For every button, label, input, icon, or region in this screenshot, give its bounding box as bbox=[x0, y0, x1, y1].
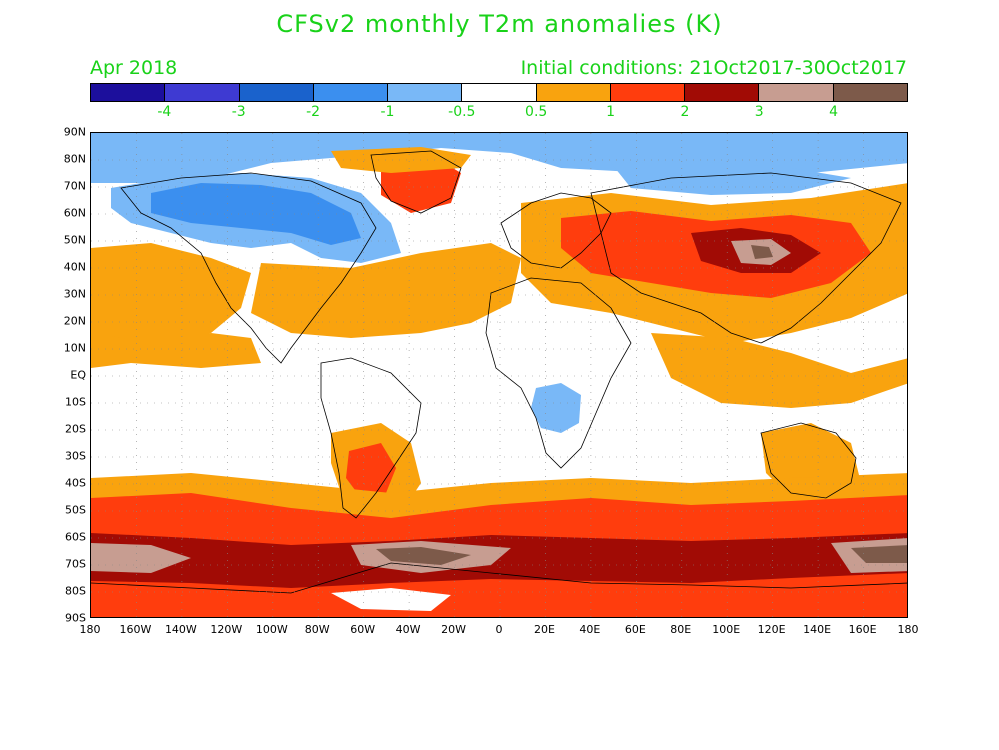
latitude-label: 10N bbox=[63, 341, 86, 355]
latitude-label: 50S bbox=[65, 503, 86, 517]
longitude-label: 100E bbox=[712, 623, 741, 636]
north-america-outline bbox=[120, 172, 377, 364]
latitude-label: 20N bbox=[63, 314, 86, 328]
latitude-label: 70N bbox=[63, 179, 86, 193]
colorbar-label: 3 bbox=[754, 104, 764, 120]
latitude-label: 80S bbox=[65, 584, 86, 598]
latitude-label: 60N bbox=[63, 206, 86, 220]
latitude-label: 30N bbox=[63, 287, 86, 301]
canada-cool-region bbox=[151, 183, 361, 245]
latitude-label: 80N bbox=[63, 152, 86, 166]
longitude-label: 180 bbox=[897, 623, 919, 636]
south-america-strong-warm bbox=[346, 443, 396, 498]
colorbar bbox=[90, 83, 908, 102]
colorbar-label: 1 bbox=[606, 104, 615, 120]
longitude-label: 160W bbox=[119, 623, 152, 636]
colorbar-swatch bbox=[685, 84, 760, 101]
initial-conditions-label: Initial conditions: 21Oct2017-30Oct2017 bbox=[520, 57, 907, 79]
colorbar-label: 4 bbox=[829, 104, 839, 120]
longitude-label: 60E bbox=[624, 623, 646, 636]
colorbar-label: -1 bbox=[380, 104, 395, 120]
longitude-label: 20E bbox=[533, 623, 555, 636]
antarctic-interior-neutral bbox=[331, 588, 451, 611]
coastlines bbox=[91, 150, 907, 594]
antarctic-peak-warm-east bbox=[851, 545, 907, 563]
africa-outline bbox=[485, 277, 632, 469]
latitude-label: 20S bbox=[65, 422, 86, 436]
longitude-label: 160E bbox=[848, 623, 877, 636]
latitude-label: 50N bbox=[63, 233, 86, 247]
colorbar-swatch bbox=[610, 84, 686, 101]
colorbar-swatch bbox=[91, 84, 166, 101]
latitude-label: 90N bbox=[63, 125, 86, 139]
australia-outline bbox=[760, 422, 857, 499]
colorbar-label: -2 bbox=[306, 104, 321, 120]
longitude-label: 140W bbox=[164, 623, 197, 636]
colorbar-swatch bbox=[165, 84, 240, 101]
valid-month-label: Apr 2018 bbox=[90, 57, 178, 79]
longitude-label: 40W bbox=[395, 623, 421, 636]
latitude-label: 60S bbox=[65, 530, 86, 544]
anomaly-map bbox=[90, 132, 908, 618]
south-america-outline bbox=[320, 357, 422, 519]
longitude-label: 0 bbox=[495, 623, 503, 636]
longitude-label: 40E bbox=[579, 623, 601, 636]
colorbar-label: -3 bbox=[231, 104, 246, 120]
asia-outline bbox=[590, 172, 902, 344]
longitude-label: 20W bbox=[441, 623, 466, 636]
colorbar-label: 2 bbox=[680, 104, 690, 120]
longitude-label: 60W bbox=[350, 623, 376, 636]
antarctica-outline bbox=[91, 562, 907, 594]
antarctic-extreme-warm-west bbox=[91, 543, 191, 573]
longitude-label: 140E bbox=[803, 623, 832, 636]
latitude-label: 10S bbox=[65, 395, 86, 409]
longitude-label: 120W bbox=[210, 623, 243, 636]
latitude-label: 90S bbox=[65, 611, 86, 625]
colorbar-swatch bbox=[313, 84, 389, 101]
chart-title: CFSv2 monthly T2m anomalies (K) bbox=[276, 10, 723, 38]
tropical-pacific-warm bbox=[91, 333, 261, 368]
latitude-label: EQ bbox=[70, 368, 86, 382]
antarctic-very-warm bbox=[91, 533, 907, 588]
colorbar-swatch bbox=[536, 84, 611, 101]
colorbar-swatch bbox=[759, 84, 834, 101]
greenland-outline bbox=[370, 150, 462, 214]
siberia-cool-region bbox=[611, 161, 851, 195]
latitude-label: 40N bbox=[63, 260, 86, 274]
colorbar-swatch bbox=[388, 84, 463, 101]
colorbar-label: 0.5 bbox=[525, 104, 548, 120]
colorbar-swatch bbox=[833, 84, 907, 101]
map-svg bbox=[91, 133, 907, 617]
mongolia-peak-warm bbox=[751, 245, 773, 259]
latitude-label: 40S bbox=[65, 476, 86, 490]
north-pacific-warm bbox=[91, 243, 251, 353]
colorbar-swatch bbox=[462, 84, 537, 101]
antarctic-peak-warm bbox=[376, 547, 471, 565]
colorbar-label: -0.5 bbox=[448, 104, 476, 120]
longitude-label: 100W bbox=[255, 623, 288, 636]
indian-ocean-warm bbox=[651, 333, 907, 408]
longitude-label: 180 bbox=[79, 623, 101, 636]
africa-cool-region bbox=[531, 383, 581, 433]
longitude-label: 80W bbox=[304, 623, 330, 636]
latitude-label: 30S bbox=[65, 449, 86, 463]
colorbar-swatch bbox=[239, 84, 314, 101]
colorbar-label: -4 bbox=[157, 104, 172, 120]
longitude-label: 80E bbox=[670, 623, 692, 636]
latitude-label: 70S bbox=[65, 557, 86, 571]
longitude-label: 120E bbox=[757, 623, 786, 636]
